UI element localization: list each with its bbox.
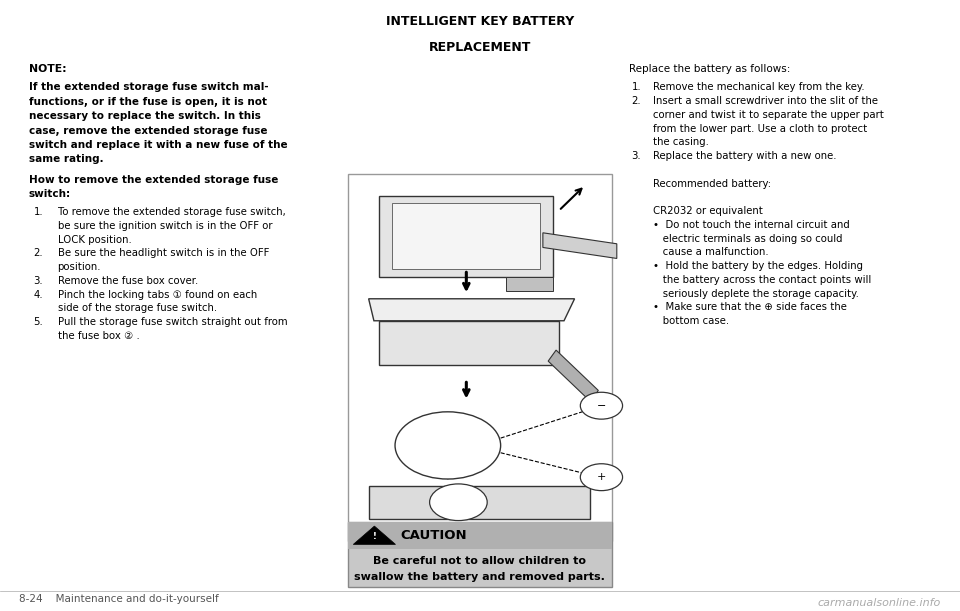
Text: •  Make sure that the ⊕ side faces the: • Make sure that the ⊕ side faces the <box>653 302 847 312</box>
Text: necessary to replace the switch. In this: necessary to replace the switch. In this <box>29 111 261 121</box>
Polygon shape <box>379 321 559 365</box>
Text: Pinch the locking tabs ① found on each: Pinch the locking tabs ① found on each <box>58 290 257 299</box>
Text: 3.: 3. <box>34 276 43 286</box>
Text: be sure the ignition switch is in the OFF or: be sure the ignition switch is in the OF… <box>58 221 272 231</box>
FancyBboxPatch shape <box>348 522 612 587</box>
Text: CR2032 or equivalent: CR2032 or equivalent <box>653 206 762 216</box>
Text: NOTE:: NOTE: <box>29 64 66 74</box>
Text: functions, or if the fuse is open, it is not: functions, or if the fuse is open, it is… <box>29 97 267 107</box>
Text: the fuse box ② .: the fuse box ② . <box>58 331 139 341</box>
Polygon shape <box>353 526 396 544</box>
Text: the battery across the contact points will: the battery across the contact points wi… <box>653 275 871 285</box>
Text: 2.: 2. <box>34 248 43 258</box>
Polygon shape <box>548 350 598 401</box>
Polygon shape <box>379 196 553 277</box>
Text: 8-24    Maintenance and do-it-yourself: 8-24 Maintenance and do-it-yourself <box>19 594 219 604</box>
FancyBboxPatch shape <box>348 522 612 549</box>
Polygon shape <box>393 203 540 269</box>
Text: switch:: switch: <box>29 189 71 199</box>
Text: switch and replace it with a new fuse of the: switch and replace it with a new fuse of… <box>29 140 287 150</box>
FancyBboxPatch shape <box>348 174 612 541</box>
Text: bottom case.: bottom case. <box>653 316 729 326</box>
Text: cause a malfunction.: cause a malfunction. <box>653 247 768 257</box>
Text: LOCK position.: LOCK position. <box>58 235 132 244</box>
Text: 2.: 2. <box>632 96 641 106</box>
Text: position.: position. <box>58 262 101 272</box>
Text: How to remove the extended storage fuse: How to remove the extended storage fuse <box>29 175 278 185</box>
Text: from the lower part. Use a cloth to protect: from the lower part. Use a cloth to prot… <box>653 123 867 134</box>
Text: 3.: 3. <box>632 151 641 161</box>
Text: •  Do not touch the internal circuit and: • Do not touch the internal circuit and <box>653 220 850 230</box>
Polygon shape <box>506 277 553 291</box>
Text: CAUTION: CAUTION <box>400 529 467 542</box>
Text: SDI2451: SDI2451 <box>569 525 608 535</box>
Text: 1.: 1. <box>632 82 641 92</box>
Polygon shape <box>543 233 617 258</box>
Text: corner and twist it to separate the upper part: corner and twist it to separate the uppe… <box>653 110 883 120</box>
Text: electric terminals as doing so could: electric terminals as doing so could <box>653 233 842 244</box>
Text: Recommended battery:: Recommended battery: <box>653 178 771 189</box>
Text: If the extended storage fuse switch mal-: If the extended storage fuse switch mal- <box>29 82 269 92</box>
Text: Pull the storage fuse switch straight out from: Pull the storage fuse switch straight ou… <box>58 317 287 327</box>
Text: case, remove the extended storage fuse: case, remove the extended storage fuse <box>29 125 267 136</box>
Text: 5.: 5. <box>34 317 43 327</box>
Text: side of the storage fuse switch.: side of the storage fuse switch. <box>58 303 217 313</box>
Text: swallow the battery and removed parts.: swallow the battery and removed parts. <box>354 573 605 582</box>
Text: +: + <box>597 472 606 482</box>
Circle shape <box>580 464 623 491</box>
Text: INTELLIGENT KEY BATTERY: INTELLIGENT KEY BATTERY <box>386 15 574 28</box>
Text: •  Hold the battery by the edges. Holding: • Hold the battery by the edges. Holding <box>653 261 863 271</box>
Text: the casing.: the casing. <box>653 137 708 147</box>
Text: To remove the extended storage fuse switch,: To remove the extended storage fuse swit… <box>58 207 285 217</box>
Text: carmanualsonline.info: carmanualsonline.info <box>818 598 941 608</box>
Circle shape <box>396 412 501 479</box>
Text: 1.: 1. <box>34 207 43 217</box>
Text: Remove the fuse box cover.: Remove the fuse box cover. <box>58 276 198 286</box>
Text: 4.: 4. <box>34 290 43 299</box>
Text: !: ! <box>372 532 376 541</box>
Text: Remove the mechanical key from the key.: Remove the mechanical key from the key. <box>653 82 864 92</box>
Text: Be careful not to allow children to: Be careful not to allow children to <box>373 556 586 566</box>
Text: REPLACEMENT: REPLACEMENT <box>429 41 531 54</box>
Text: seriously deplete the storage capacity.: seriously deplete the storage capacity. <box>653 288 858 299</box>
Text: same rating.: same rating. <box>29 154 104 164</box>
Text: Replace the battery with a new one.: Replace the battery with a new one. <box>653 151 836 161</box>
Circle shape <box>429 484 487 521</box>
Text: Insert a small screwdriver into the slit of the: Insert a small screwdriver into the slit… <box>653 96 877 106</box>
Polygon shape <box>369 299 574 321</box>
Polygon shape <box>369 486 590 519</box>
Circle shape <box>580 392 623 419</box>
Text: Replace the battery as follows:: Replace the battery as follows: <box>629 64 790 74</box>
Text: Be sure the headlight switch is in the OFF: Be sure the headlight switch is in the O… <box>58 248 269 258</box>
Text: −: − <box>597 401 606 411</box>
